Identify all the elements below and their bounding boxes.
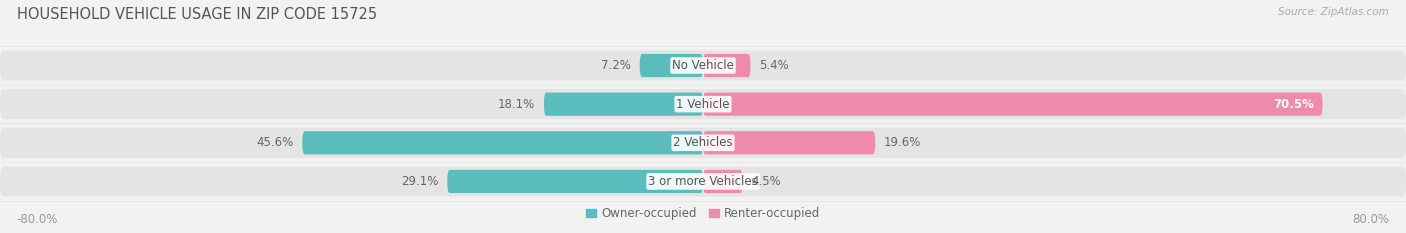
FancyBboxPatch shape [447,170,703,193]
FancyBboxPatch shape [0,128,1406,158]
FancyBboxPatch shape [0,89,1406,119]
Text: HOUSEHOLD VEHICLE USAGE IN ZIP CODE 15725: HOUSEHOLD VEHICLE USAGE IN ZIP CODE 1572… [17,7,377,22]
FancyBboxPatch shape [703,54,751,77]
FancyBboxPatch shape [703,170,742,193]
FancyBboxPatch shape [0,51,1406,81]
Text: 80.0%: 80.0% [1353,212,1389,226]
Text: 19.6%: 19.6% [884,136,921,149]
FancyBboxPatch shape [302,131,703,154]
Legend: Owner-occupied, Renter-occupied: Owner-occupied, Renter-occupied [581,202,825,225]
Text: No Vehicle: No Vehicle [672,59,734,72]
Text: 29.1%: 29.1% [401,175,439,188]
FancyBboxPatch shape [703,131,875,154]
Text: 45.6%: 45.6% [256,136,294,149]
FancyBboxPatch shape [544,93,703,116]
Text: 5.4%: 5.4% [759,59,789,72]
Text: 3 or more Vehicles: 3 or more Vehicles [648,175,758,188]
Text: 4.5%: 4.5% [751,175,782,188]
Text: 2 Vehicles: 2 Vehicles [673,136,733,149]
Text: -80.0%: -80.0% [17,212,58,226]
FancyBboxPatch shape [0,166,1406,196]
Text: Source: ZipAtlas.com: Source: ZipAtlas.com [1278,7,1389,17]
Text: 1 Vehicle: 1 Vehicle [676,98,730,111]
Text: 70.5%: 70.5% [1272,98,1313,111]
FancyBboxPatch shape [703,93,1323,116]
Text: 7.2%: 7.2% [602,59,631,72]
Text: 18.1%: 18.1% [498,98,536,111]
FancyBboxPatch shape [640,54,703,77]
